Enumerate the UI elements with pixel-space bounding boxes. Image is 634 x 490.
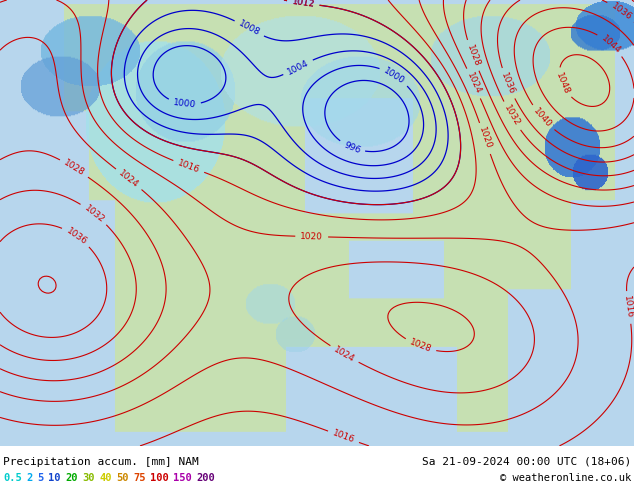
Text: 1036: 1036: [609, 1, 633, 22]
Text: 1036: 1036: [500, 71, 517, 96]
Text: 1024: 1024: [332, 344, 356, 364]
Text: 2: 2: [26, 473, 32, 483]
Text: 40: 40: [99, 473, 112, 483]
Text: 1036: 1036: [65, 226, 89, 246]
Text: 996: 996: [342, 140, 361, 155]
Text: 1040: 1040: [532, 106, 553, 130]
Text: 1032: 1032: [82, 203, 106, 224]
Text: © weatheronline.co.uk: © weatheronline.co.uk: [500, 473, 631, 483]
Text: 1028: 1028: [465, 43, 481, 68]
Text: Sa 21-09-2024 00:00 UTC (18+06): Sa 21-09-2024 00:00 UTC (18+06): [422, 457, 631, 467]
Text: 1044: 1044: [599, 33, 622, 55]
Text: 30: 30: [82, 473, 94, 483]
Text: Precipitation accum. [mm] NAM: Precipitation accum. [mm] NAM: [3, 457, 198, 467]
Text: 10: 10: [48, 473, 60, 483]
Text: 50: 50: [116, 473, 129, 483]
Text: 100: 100: [150, 473, 169, 483]
Text: 1028: 1028: [62, 158, 86, 178]
Text: 1012: 1012: [291, 0, 315, 9]
Text: 1028: 1028: [408, 338, 433, 354]
Text: 1024: 1024: [465, 71, 482, 96]
Text: 20: 20: [65, 473, 77, 483]
Text: 200: 200: [196, 473, 215, 483]
Text: 75: 75: [133, 473, 145, 483]
Text: 1020: 1020: [300, 232, 323, 242]
Text: 1020: 1020: [477, 126, 493, 151]
Text: 1012: 1012: [291, 0, 315, 9]
Text: 1024: 1024: [117, 169, 141, 190]
Text: 1000: 1000: [172, 98, 197, 110]
Text: 1016: 1016: [331, 429, 356, 445]
Text: 1008: 1008: [237, 19, 261, 38]
Text: 1048: 1048: [553, 71, 571, 96]
Text: 150: 150: [173, 473, 191, 483]
Text: 5: 5: [37, 473, 43, 483]
Text: 1032: 1032: [502, 104, 521, 128]
Text: 1000: 1000: [382, 66, 406, 86]
Text: 1016: 1016: [623, 295, 634, 319]
Text: 1016: 1016: [176, 158, 201, 175]
Text: 1004: 1004: [286, 58, 310, 76]
Text: 0.5: 0.5: [3, 473, 22, 483]
